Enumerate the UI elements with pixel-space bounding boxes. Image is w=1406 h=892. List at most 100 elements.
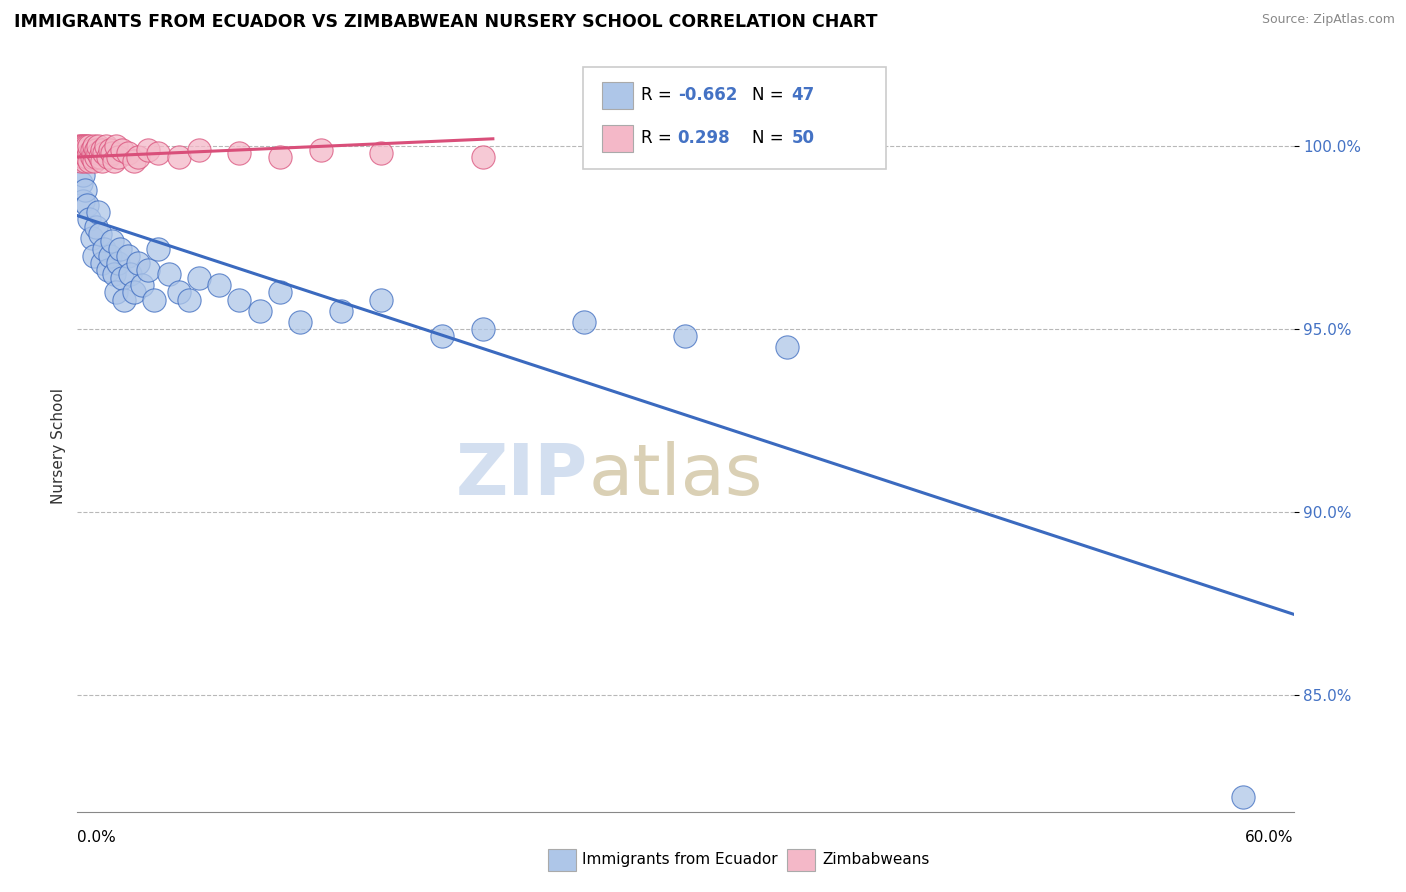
- Point: [94, 139, 117, 153]
- Point: [79, 146, 101, 161]
- Point: [108, 242, 131, 256]
- Point: [572, 315, 595, 329]
- Point: [80, 150, 103, 164]
- Point: [70, 176, 93, 190]
- Point: [70, 153, 93, 168]
- Point: [103, 153, 125, 168]
- Point: [76, 143, 98, 157]
- Point: [1232, 790, 1254, 805]
- Point: [86, 139, 108, 153]
- Text: atlas: atlas: [588, 441, 762, 509]
- Point: [90, 143, 112, 157]
- Point: [675, 329, 697, 343]
- Point: [329, 303, 352, 318]
- Text: N =: N =: [752, 129, 789, 147]
- Point: [84, 143, 107, 157]
- Text: R =: R =: [641, 129, 682, 147]
- Point: [111, 143, 134, 157]
- Point: [122, 285, 145, 300]
- Y-axis label: Nursery School: Nursery School: [51, 388, 66, 504]
- Point: [83, 139, 105, 153]
- Point: [84, 150, 107, 164]
- Point: [101, 146, 124, 161]
- Point: [188, 270, 211, 285]
- Point: [143, 293, 166, 307]
- Point: [72, 143, 94, 157]
- Point: [157, 267, 180, 281]
- Point: [83, 146, 105, 161]
- Point: [76, 139, 98, 153]
- Point: [269, 285, 291, 300]
- Point: [118, 267, 141, 281]
- Point: [249, 303, 271, 318]
- Text: IMMIGRANTS FROM ECUADOR VS ZIMBABWEAN NURSERY SCHOOL CORRELATION CHART: IMMIGRANTS FROM ECUADOR VS ZIMBABWEAN NU…: [14, 13, 877, 31]
- Point: [127, 256, 149, 270]
- Point: [188, 143, 211, 157]
- Point: [167, 285, 190, 300]
- Point: [148, 146, 170, 161]
- Point: [79, 139, 101, 153]
- Point: [122, 153, 145, 168]
- Point: [228, 293, 250, 307]
- Point: [370, 293, 392, 307]
- Point: [136, 143, 159, 157]
- Point: [79, 212, 101, 227]
- Point: [112, 293, 135, 307]
- Point: [89, 150, 111, 164]
- Point: [67, 139, 90, 153]
- Point: [97, 150, 120, 164]
- Point: [76, 197, 98, 211]
- Text: N =: N =: [752, 87, 789, 104]
- Point: [370, 146, 392, 161]
- Point: [290, 315, 312, 329]
- Point: [90, 256, 112, 270]
- Point: [309, 143, 332, 157]
- Text: 0.298: 0.298: [678, 129, 730, 147]
- Point: [75, 183, 97, 197]
- Point: [67, 146, 90, 161]
- Point: [86, 205, 108, 219]
- Point: [136, 263, 159, 277]
- Point: [84, 219, 107, 234]
- Point: [131, 278, 153, 293]
- Point: [208, 278, 231, 293]
- Point: [75, 139, 97, 153]
- Point: [76, 150, 98, 164]
- Point: [70, 139, 93, 153]
- Text: 0.0%: 0.0%: [77, 830, 117, 845]
- Point: [111, 270, 134, 285]
- Point: [776, 340, 799, 354]
- Text: 47: 47: [792, 87, 815, 104]
- Point: [430, 329, 453, 343]
- Point: [148, 242, 170, 256]
- Point: [104, 139, 127, 153]
- Point: [80, 143, 103, 157]
- Point: [83, 153, 105, 168]
- Point: [107, 256, 129, 270]
- Point: [177, 293, 200, 307]
- Point: [101, 234, 124, 248]
- Point: [72, 169, 94, 183]
- Point: [269, 150, 291, 164]
- Point: [89, 227, 111, 241]
- Point: [83, 249, 105, 263]
- Point: [72, 150, 94, 164]
- Point: [167, 150, 190, 164]
- Point: [103, 267, 125, 281]
- Text: Zimbabweans: Zimbabweans: [823, 853, 929, 867]
- Text: 60.0%: 60.0%: [1246, 830, 1294, 845]
- Text: 50: 50: [792, 129, 814, 147]
- Point: [104, 285, 127, 300]
- Point: [75, 146, 97, 161]
- Point: [80, 230, 103, 244]
- Point: [72, 194, 94, 208]
- Point: [471, 322, 494, 336]
- Point: [98, 249, 121, 263]
- Text: -0.662: -0.662: [678, 87, 737, 104]
- Point: [97, 263, 120, 277]
- Point: [70, 143, 93, 157]
- Point: [93, 146, 115, 161]
- Text: R =: R =: [641, 87, 678, 104]
- Point: [72, 139, 94, 153]
- Point: [117, 146, 139, 161]
